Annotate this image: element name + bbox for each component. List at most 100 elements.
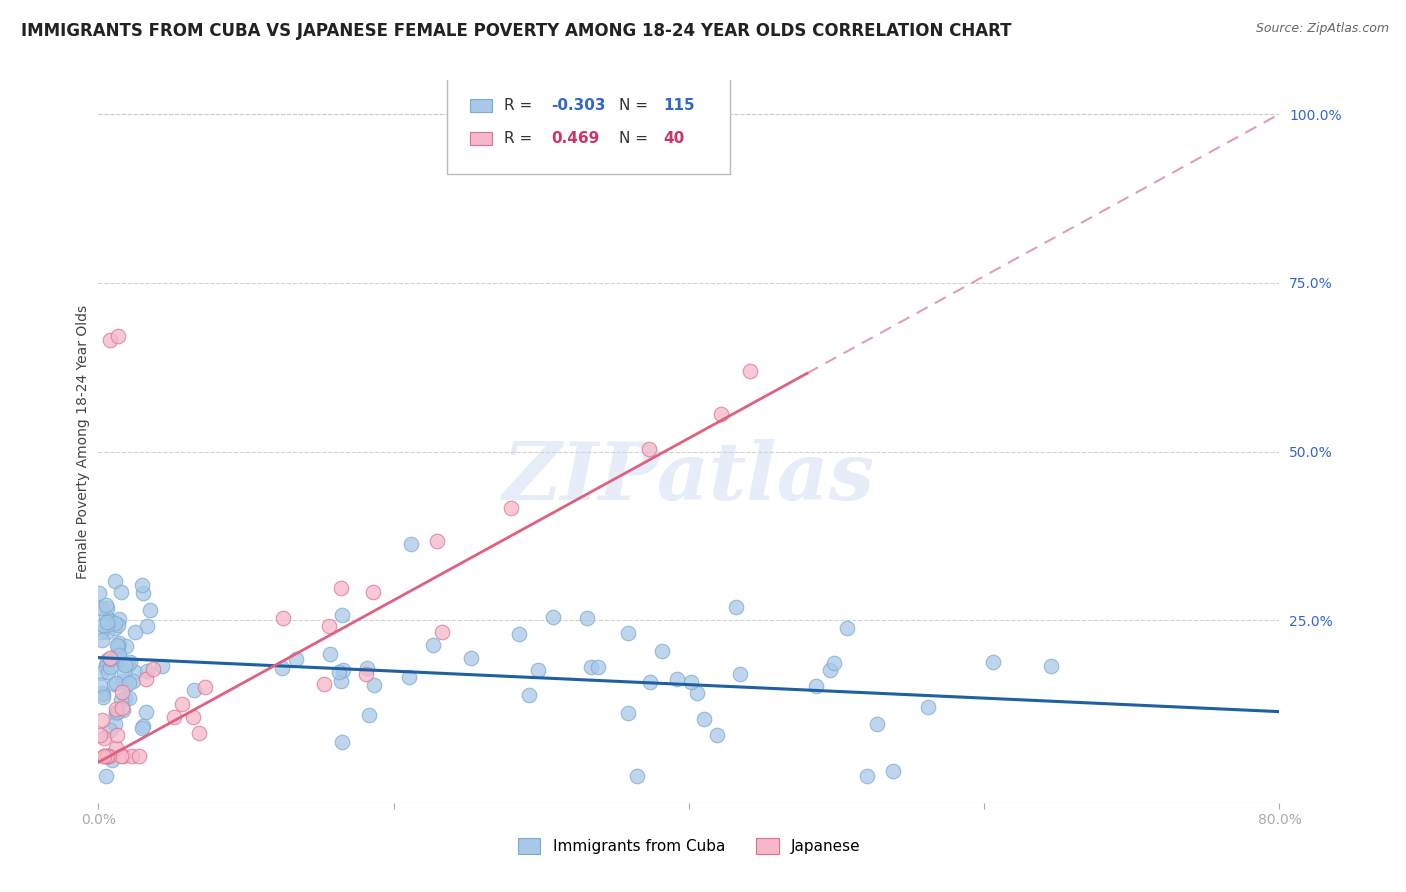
Point bbox=[110, 692, 132, 706]
Point bbox=[285, 652, 308, 666]
Point bbox=[354, 666, 377, 681]
Point bbox=[981, 655, 1004, 669]
Point bbox=[93, 618, 115, 632]
Point bbox=[917, 699, 939, 714]
Point bbox=[172, 697, 194, 711]
Text: ZIPatlas: ZIPatlas bbox=[503, 439, 875, 516]
Point bbox=[508, 627, 530, 641]
Point bbox=[575, 611, 598, 625]
Point bbox=[117, 691, 139, 706]
Point bbox=[91, 633, 114, 648]
Point bbox=[112, 674, 135, 689]
Point bbox=[96, 598, 118, 612]
Point bbox=[132, 719, 155, 733]
Point bbox=[271, 610, 294, 624]
Point bbox=[319, 647, 342, 661]
Point bbox=[314, 676, 336, 690]
Text: -0.303: -0.303 bbox=[551, 98, 605, 113]
Point bbox=[110, 585, 132, 599]
Point bbox=[90, 665, 112, 680]
Text: IMMIGRANTS FROM CUBA VS JAPANESE FEMALE POVERTY AMONG 18-24 YEAR OLDS CORRELATIO: IMMIGRANTS FROM CUBA VS JAPANESE FEMALE … bbox=[21, 22, 1011, 40]
Point bbox=[98, 651, 121, 665]
Point bbox=[107, 645, 129, 659]
Point bbox=[398, 669, 420, 683]
Point bbox=[98, 723, 121, 738]
Point bbox=[115, 678, 138, 692]
Point bbox=[693, 712, 716, 726]
Point bbox=[112, 748, 135, 763]
Point bbox=[107, 328, 129, 343]
Point bbox=[121, 748, 143, 763]
Point bbox=[96, 748, 118, 763]
Point bbox=[105, 728, 128, 742]
Point bbox=[104, 652, 127, 666]
Point bbox=[107, 648, 129, 663]
Point bbox=[93, 748, 115, 763]
Point bbox=[422, 638, 444, 652]
Text: N =: N = bbox=[619, 130, 654, 145]
Point bbox=[637, 442, 659, 456]
Point bbox=[104, 621, 127, 635]
Point bbox=[117, 675, 139, 690]
Point bbox=[823, 657, 845, 671]
Point bbox=[866, 717, 889, 731]
Point bbox=[103, 677, 125, 691]
Point bbox=[330, 674, 353, 689]
Point bbox=[131, 721, 153, 735]
Point bbox=[361, 585, 384, 599]
Point bbox=[181, 710, 204, 724]
Point bbox=[115, 639, 138, 653]
Point bbox=[94, 660, 117, 674]
Point bbox=[332, 664, 354, 678]
Point bbox=[804, 680, 827, 694]
Point bbox=[329, 582, 352, 596]
Point bbox=[107, 636, 129, 650]
Point bbox=[108, 652, 131, 666]
Point bbox=[183, 683, 205, 698]
Point bbox=[330, 607, 353, 622]
Point bbox=[271, 661, 294, 675]
Point bbox=[96, 601, 118, 615]
Point bbox=[96, 617, 118, 632]
Point bbox=[616, 625, 638, 640]
Point bbox=[105, 638, 128, 652]
Point bbox=[730, 667, 752, 681]
Point bbox=[93, 748, 115, 763]
Point bbox=[105, 740, 128, 755]
Point bbox=[114, 657, 136, 672]
Point bbox=[96, 653, 118, 667]
Point bbox=[686, 686, 709, 700]
Point bbox=[138, 603, 160, 617]
Point bbox=[105, 676, 128, 690]
Point bbox=[837, 621, 859, 635]
Point bbox=[588, 659, 610, 673]
Point bbox=[111, 701, 134, 715]
Point bbox=[91, 687, 114, 701]
Y-axis label: Female Poverty Among 18-24 Year Olds: Female Poverty Among 18-24 Year Olds bbox=[76, 304, 90, 579]
Point bbox=[142, 662, 165, 676]
Point bbox=[626, 769, 648, 783]
Point bbox=[328, 665, 350, 679]
Point bbox=[738, 364, 761, 378]
Point bbox=[97, 748, 120, 763]
Point bbox=[105, 702, 128, 716]
Point bbox=[104, 716, 127, 731]
Point bbox=[426, 533, 449, 548]
Point bbox=[132, 586, 155, 600]
Point bbox=[107, 639, 129, 653]
FancyBboxPatch shape bbox=[471, 132, 492, 145]
Point bbox=[91, 713, 114, 727]
Point bbox=[128, 748, 150, 763]
Text: N =: N = bbox=[619, 98, 654, 113]
Point bbox=[117, 657, 139, 671]
Point bbox=[96, 748, 118, 763]
Point bbox=[617, 706, 640, 720]
Point bbox=[681, 674, 703, 689]
Point bbox=[666, 673, 689, 687]
Point bbox=[399, 537, 422, 551]
Point bbox=[94, 608, 117, 623]
Point bbox=[91, 686, 114, 700]
Point bbox=[93, 731, 115, 746]
Point bbox=[98, 651, 121, 665]
Point bbox=[101, 753, 124, 767]
